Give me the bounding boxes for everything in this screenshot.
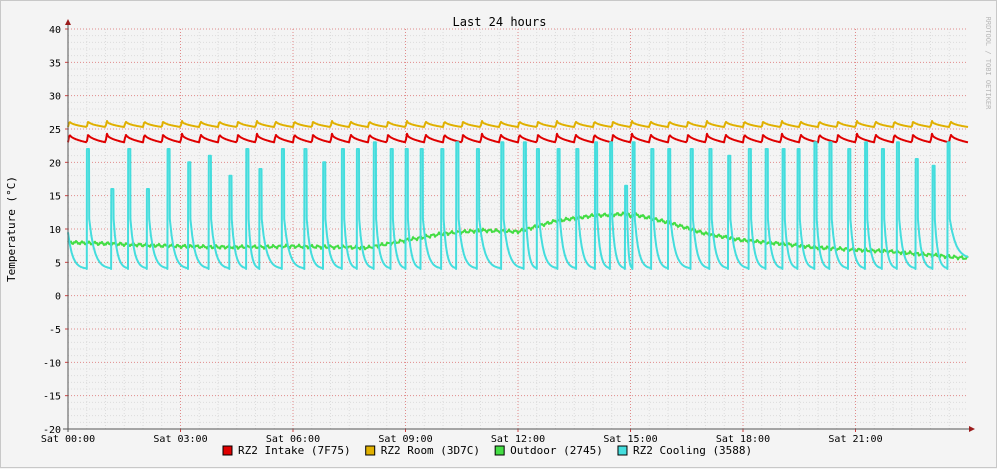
series-line-4 [67,141,969,270]
y-axis-arrow [65,19,71,25]
y-tick-label: -5 [49,325,61,336]
x-tick-label: Sat 15:00 [603,434,657,445]
y-tick-label: 10 [49,225,61,236]
x-tick-label: Sat 09:00 [378,434,432,445]
x-tick-label: Sat 00:00 [41,434,95,445]
x-tick-label: Sat 06:00 [266,434,320,445]
watermark: RRDTOOL / TOBI OETIKER [984,17,992,111]
chart-title: Last 24 hours [453,15,547,29]
legend-label: Outdoor (2745) [510,444,603,457]
x-tick-label: Sat 21:00 [828,434,882,445]
legend-swatch [494,445,505,456]
y-tick-label: 0 [55,292,61,303]
axes [63,19,975,432]
y-tick-label: 35 [49,58,61,69]
series-line-2 [67,120,969,128]
y-tick-label: 5 [55,258,61,269]
y-tick-label: 15 [49,192,61,203]
series-line-1 [67,132,969,144]
y-tick-labels: 40 35 30 25 20 15 10 5 0 -5 -10 -15 -20 [43,25,61,436]
legend-swatch [617,445,628,456]
legend-swatch [222,445,233,456]
x-tick-label: Sat 03:00 [153,434,207,445]
y-tick-label: -10 [43,358,61,369]
legend-swatch [365,445,376,456]
x-tick-label: Sat 18:00 [716,434,770,445]
legend: RZ2 Intake (7F75) RZ2 Room (3D7C) Outdoor … [222,444,752,457]
y-tick-label: -20 [43,425,61,436]
y-tick-label: -15 [43,392,61,403]
legend-label: RZ2 Room (3D7C) [381,444,480,457]
y-tick-label: 25 [49,125,61,136]
y-tick-label: 20 [49,158,61,169]
x-tick-labels: Sat 00:00 Sat 03:00 Sat 06:00 Sat 09:00 Sat … [41,434,883,445]
series-layer [67,120,969,270]
legend-label: RZ2 Cooling (3588) [633,444,752,457]
legend-label: RZ2 Intake (7F75) [238,444,351,457]
series-line-3 [67,211,969,261]
y-tick-label: 30 [49,92,61,103]
x-tick-label: Sat 12:00 [491,434,545,445]
y-axis-label: Temperature (°C) [5,176,18,282]
y-tick-label: 40 [49,25,61,36]
x-axis-arrow [969,426,975,432]
